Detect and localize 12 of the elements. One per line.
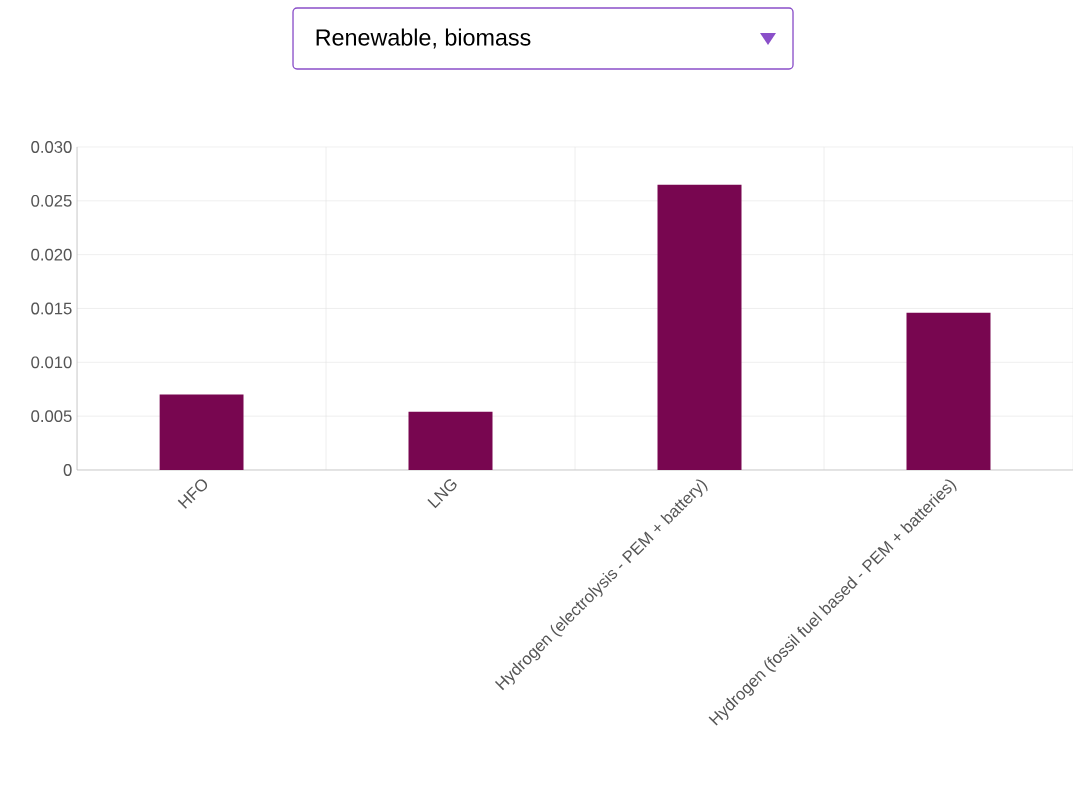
chart-title: Renewable, biomass — [316, 28, 531, 49]
bar — [408, 411, 493, 470]
bar — [159, 394, 244, 470]
y-tick-label: 0.005 — [31, 410, 72, 423]
bar — [906, 312, 991, 470]
y-tick-label: 0.025 — [31, 194, 72, 207]
y-tick-label: 0.010 — [31, 356, 72, 369]
y-tick-label: 0 — [63, 464, 72, 476]
y-tick-label: 0.020 — [31, 248, 72, 261]
y-tick-label: 0.030 — [31, 141, 72, 153]
bar — [657, 184, 742, 470]
y-tick-label: 0.015 — [31, 302, 72, 315]
